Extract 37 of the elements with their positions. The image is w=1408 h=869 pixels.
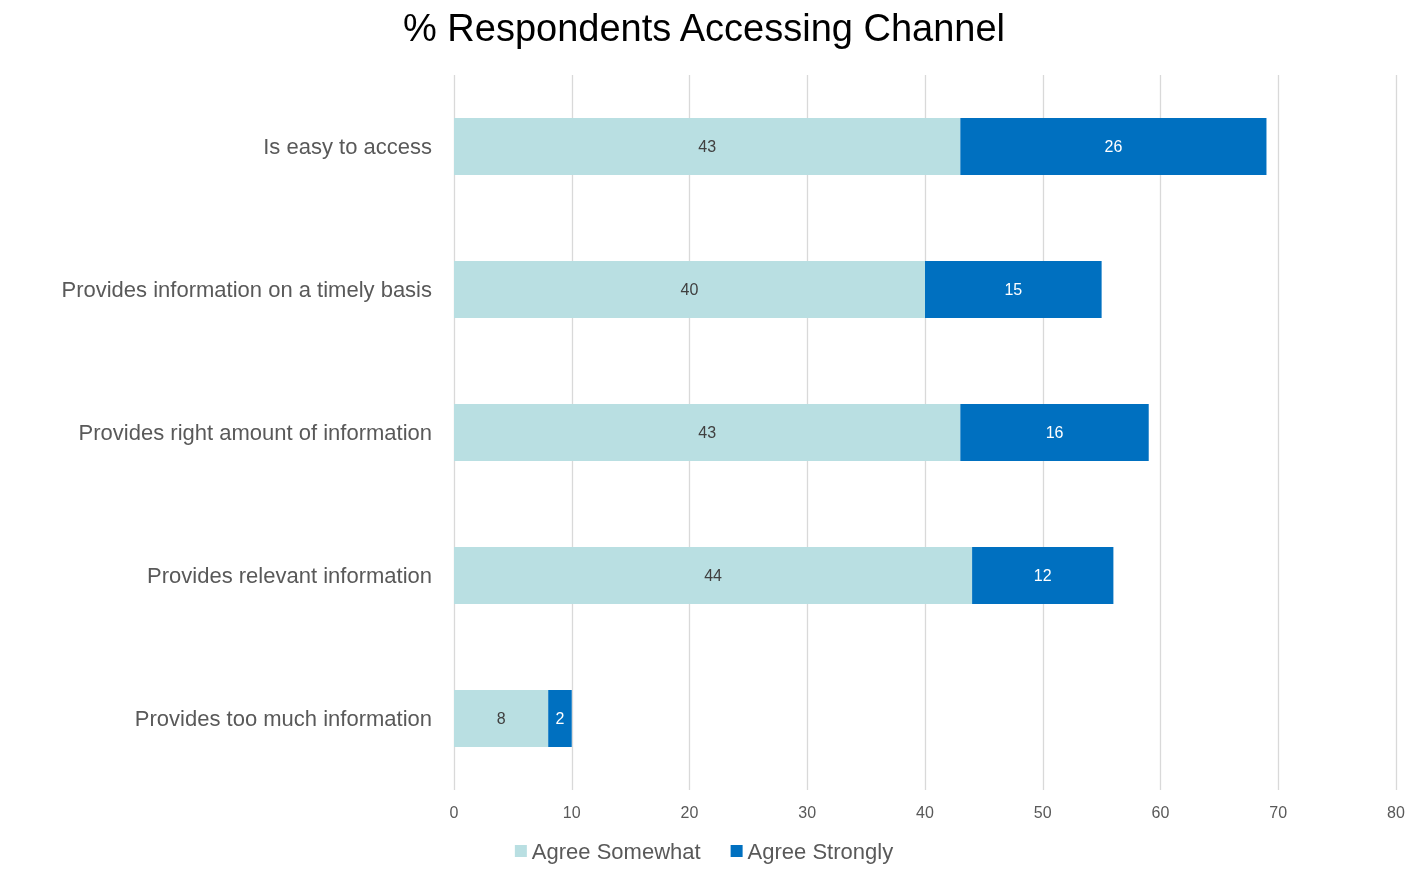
bar [454,260,925,319]
data-label: 43 [698,138,717,155]
data-label: 2 [555,710,565,727]
data-label: 12 [1033,567,1052,584]
y-tick-label: Provides right amount of information [78,420,432,445]
bar [925,260,1102,319]
data-label: 8 [496,710,506,727]
data-label: 15 [1004,281,1023,298]
y-tick-label: Provides relevant information [147,563,432,588]
bar [960,403,1149,462]
bar [454,117,961,176]
data-label: 43 [698,424,717,441]
data-label: 40 [680,281,699,298]
y-tick-label: Is easy to access [263,134,432,159]
x-tick-label: 20 [680,803,699,821]
x-tick-label: 70 [1269,803,1288,821]
data-label: 26 [1104,138,1123,155]
bar [960,117,1267,176]
bar [972,546,1114,605]
bar [454,689,549,748]
x-tick-label: 30 [798,803,817,821]
y-tick-label: Provides too much information [134,706,432,731]
x-tick-label: 40 [916,803,934,821]
bar [454,546,973,605]
data-label: 16 [1045,424,1064,441]
bar [548,689,572,748]
bar [454,403,961,462]
x-tick-label: 0 [449,803,459,821]
x-tick-label: 50 [1033,803,1052,821]
x-tick-label: 80 [1387,803,1405,821]
legend-label: Agree Somewhat [531,838,701,864]
data-label: 44 [704,567,723,584]
chart-title: % Respondents Accessing Channel [402,7,1006,49]
x-tick-label: 10 [562,803,581,821]
y-tick-label: Provides information on a timely basis [61,277,432,302]
x-tick-label: 60 [1151,803,1170,821]
legend-label: Agree Strongly [747,838,894,864]
